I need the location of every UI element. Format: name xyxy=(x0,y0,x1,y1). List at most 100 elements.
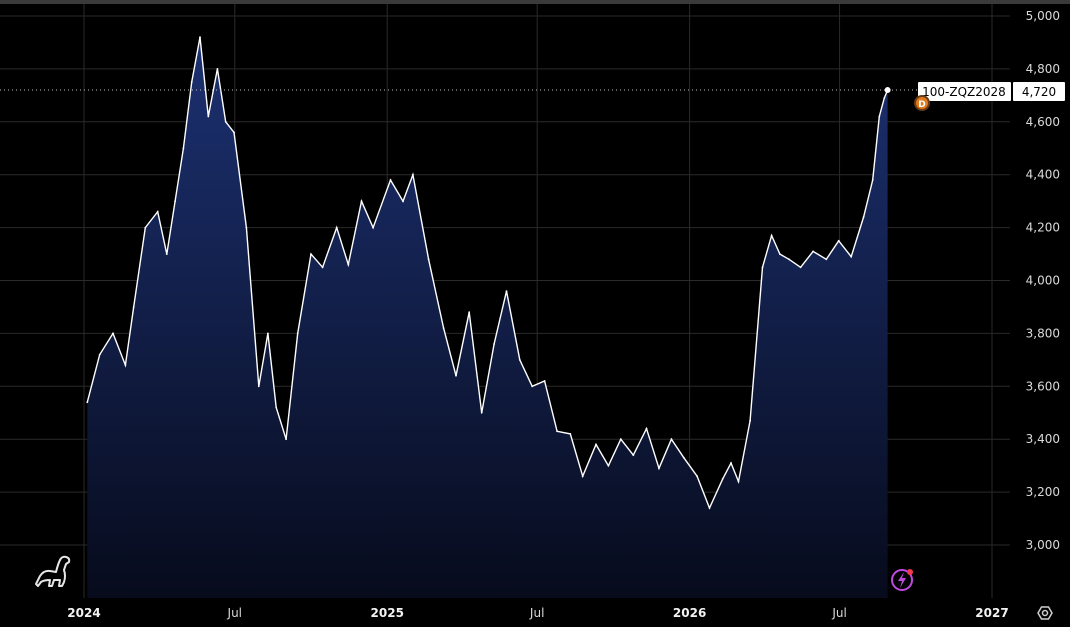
data-point xyxy=(372,226,374,229)
x-tick-label: Jul xyxy=(529,606,544,620)
dividend-marker-icon[interactable]: D xyxy=(914,95,930,111)
x-tick-label: Jul xyxy=(227,606,242,620)
last-value: 4,720 xyxy=(1022,85,1056,99)
data-point xyxy=(543,380,546,382)
last-value-box xyxy=(1013,82,1065,101)
data-point xyxy=(749,419,751,422)
data-point xyxy=(632,454,635,456)
symbol-label: 100-ZQZ2028 xyxy=(922,85,1006,99)
data-point xyxy=(761,266,764,269)
y-tick-label: 4,200 xyxy=(1026,221,1060,235)
data-point xyxy=(696,475,698,478)
data-point xyxy=(165,253,168,256)
data-point xyxy=(190,81,193,83)
last-price-dot xyxy=(884,87,891,94)
data-point xyxy=(182,147,185,150)
data-point xyxy=(788,258,790,261)
data-point xyxy=(670,438,673,441)
y-tick-label: 4,800 xyxy=(1026,62,1060,76)
data-point xyxy=(468,311,471,314)
data-point xyxy=(730,462,732,464)
data-point xyxy=(199,36,201,39)
data-point xyxy=(296,332,299,335)
x-tick-label: Jul xyxy=(831,606,846,620)
data-point xyxy=(275,406,278,409)
data-point xyxy=(493,343,495,345)
data-point xyxy=(595,443,597,446)
data-point xyxy=(335,226,338,229)
data-point xyxy=(737,480,740,483)
y-tick-label: 3,200 xyxy=(1026,485,1060,499)
data-point xyxy=(124,364,127,366)
x-tick-label: 2026 xyxy=(673,606,706,620)
symbol-box xyxy=(918,82,1011,101)
data-point xyxy=(389,179,392,181)
y-tick-label: 3,600 xyxy=(1026,379,1060,393)
data-point xyxy=(645,427,648,430)
y-tick-label: 3,400 xyxy=(1026,432,1060,446)
gear-icon[interactable] xyxy=(1037,606,1053,620)
area-fill xyxy=(87,37,888,598)
y-axis: 5,000 4,800 4,600 4,400 4,200 4,000 3,800 3,600… xyxy=(1026,9,1060,552)
data-point xyxy=(721,478,724,480)
data-point xyxy=(347,263,350,266)
data-point xyxy=(310,253,312,256)
data-point xyxy=(257,385,260,388)
price-line xyxy=(86,37,889,510)
data-point xyxy=(619,438,622,441)
last-price-label: 100-ZQZ2028 4,720 xyxy=(918,82,1065,101)
data-point xyxy=(98,353,101,356)
data-point xyxy=(883,97,886,99)
x-tick-label: 2027 xyxy=(975,606,1008,620)
data-point xyxy=(156,210,159,213)
data-point xyxy=(86,401,89,404)
svg-text:D: D xyxy=(918,100,925,110)
data-point xyxy=(442,327,445,329)
data-point xyxy=(207,115,210,118)
data-point xyxy=(267,332,269,335)
data-point xyxy=(412,173,414,176)
data-point xyxy=(607,464,610,467)
data-point xyxy=(480,411,483,414)
data-point xyxy=(658,467,660,470)
data-point xyxy=(321,266,324,269)
data-point xyxy=(216,68,219,70)
data-point xyxy=(518,359,521,361)
data-point xyxy=(770,234,773,237)
data-point xyxy=(878,115,881,118)
y-tick-label: 3,800 xyxy=(1026,326,1060,340)
data-point xyxy=(233,131,235,134)
data-point xyxy=(505,290,508,292)
data-point xyxy=(245,226,248,229)
x-tick-label: 2024 xyxy=(67,606,100,620)
data-point xyxy=(708,507,711,509)
data-point xyxy=(682,456,685,459)
data-point xyxy=(427,258,430,261)
y-tick-label: 4,400 xyxy=(1026,168,1060,182)
data-point xyxy=(402,200,404,203)
data-point xyxy=(581,475,584,478)
data-point xyxy=(569,433,572,435)
data-point xyxy=(812,250,814,253)
data-point xyxy=(531,385,534,388)
data-point xyxy=(825,258,828,261)
data-point xyxy=(285,438,287,441)
data-point xyxy=(455,374,457,377)
data-point xyxy=(144,226,147,229)
data-point xyxy=(360,200,363,203)
y-tick-label: 4,000 xyxy=(1026,274,1060,288)
top-border xyxy=(0,0,1070,4)
y-tick-label: 5,000 xyxy=(1026,9,1060,23)
data-point xyxy=(779,253,781,256)
x-axis: 2024 Jul 2025 Jul 2026 Jul 2027 xyxy=(67,606,1008,620)
dinosaur-icon[interactable] xyxy=(35,555,71,587)
lightning-icon[interactable] xyxy=(891,569,913,591)
data-point xyxy=(837,239,840,242)
data-point xyxy=(850,255,853,258)
x-tick-label: 2025 xyxy=(371,606,404,620)
data-point xyxy=(862,216,865,218)
data-point xyxy=(556,430,558,433)
data-point xyxy=(174,200,177,203)
